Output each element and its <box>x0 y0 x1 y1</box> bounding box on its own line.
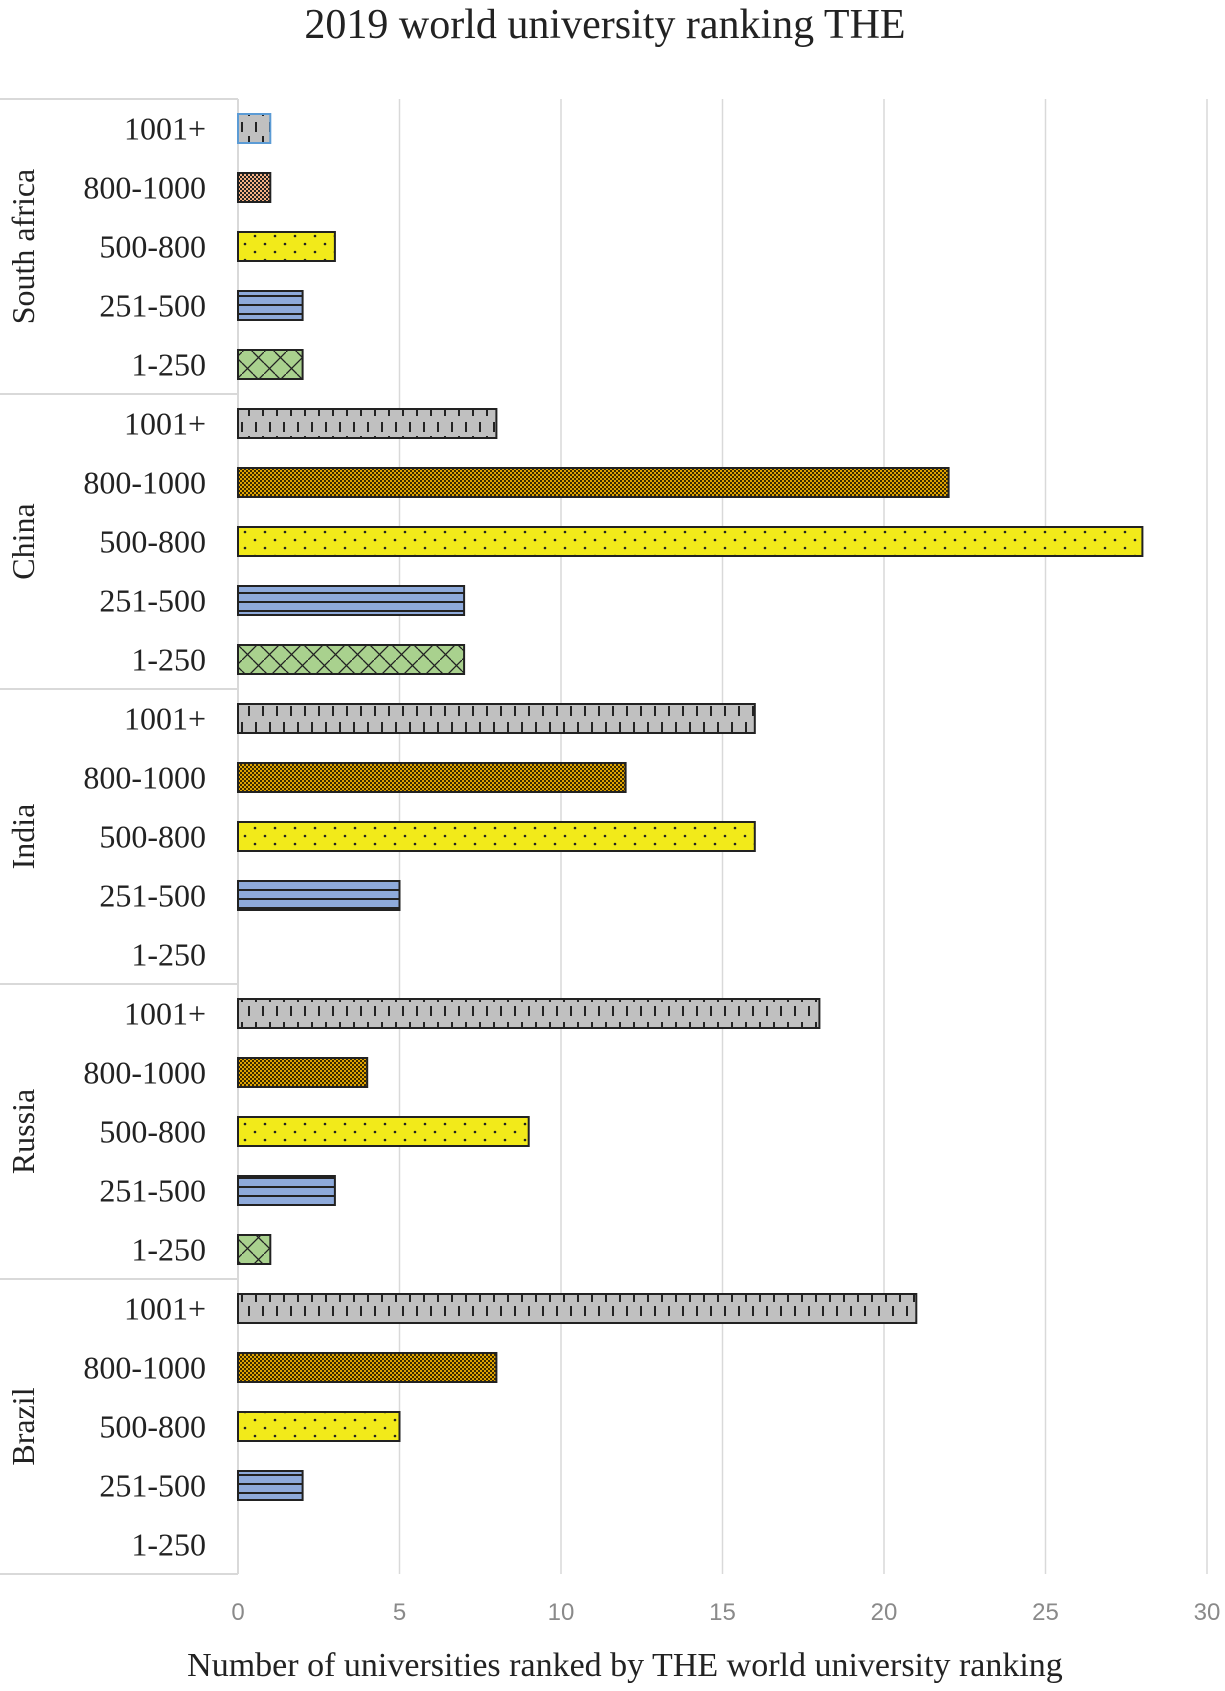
category-label: 1-250 <box>131 1232 206 1268</box>
category-label: 500-800 <box>99 819 206 855</box>
category-label: 251-500 <box>99 878 206 914</box>
x-tick-label: 25 <box>1032 1599 1059 1626</box>
bar-russia-251-500 <box>237 1175 336 1206</box>
bar-china-1-250 <box>237 644 466 675</box>
category-label: 500-800 <box>99 1409 206 1445</box>
x-tick-label: 0 <box>231 1599 244 1626</box>
category-label: 251-500 <box>99 583 206 619</box>
bar-india-1001+ <box>237 703 756 734</box>
group-label: India <box>5 804 41 870</box>
x-tick-label: 15 <box>709 1599 736 1626</box>
category-label: 251-500 <box>99 1173 206 1209</box>
bar-russia-500-800 <box>237 1116 530 1147</box>
bar-china-800-1000 <box>237 467 950 498</box>
bar-south-africa-800-1000 <box>237 172 272 203</box>
category-label: 1001+ <box>124 1291 206 1327</box>
category-label: 251-500 <box>99 1468 206 1504</box>
category-label: 800-1000 <box>83 1055 206 1091</box>
group-label: South africa <box>5 169 41 325</box>
bar-brazil-800-1000 <box>237 1352 498 1383</box>
category-label: 251-500 <box>99 288 206 324</box>
bar-brazil-1001+ <box>237 1293 918 1324</box>
category-label: 1-250 <box>131 937 206 973</box>
bar-russia-1-250 <box>237 1234 272 1265</box>
category-label: 1001+ <box>124 111 206 147</box>
category-label: 1001+ <box>124 701 206 737</box>
category-label: 800-1000 <box>83 1350 206 1386</box>
bar-india-251-500 <box>237 880 401 911</box>
chart-title: 2019 world university ranking THE <box>304 2 905 48</box>
bar-brazil-251-500 <box>237 1470 304 1501</box>
category-label: 500-800 <box>99 524 206 560</box>
x-axis-title: Number of universities ranked by THE wor… <box>187 1647 1063 1684</box>
x-tick-label: 30 <box>1194 1599 1221 1626</box>
category-label: 1-250 <box>131 642 206 678</box>
bar-russia-1001+ <box>237 998 821 1029</box>
x-tick-label: 5 <box>393 1599 406 1626</box>
category-label: 1-250 <box>131 1527 206 1563</box>
category-label: 1-250 <box>131 347 206 383</box>
category-label: 500-800 <box>99 229 206 265</box>
category-label: 800-1000 <box>83 465 206 501</box>
bar-china-251-500 <box>237 585 466 616</box>
bar-south-africa-1-250 <box>237 349 304 380</box>
category-label: 500-800 <box>99 1114 206 1150</box>
bar-india-500-800 <box>237 821 756 852</box>
bar-brazil-500-800 <box>237 1411 401 1442</box>
group-label: Brazil <box>5 1387 41 1465</box>
bar-south-africa-1001+ <box>237 113 272 144</box>
bar-south-africa-251-500 <box>237 290 304 321</box>
bar-china-500-800 <box>237 526 1144 557</box>
x-tick-label: 10 <box>548 1599 575 1626</box>
bar-russia-800-1000 <box>237 1057 369 1088</box>
bar-south-africa-500-800 <box>237 231 336 262</box>
category-label: 1001+ <box>124 406 206 442</box>
category-label: 800-1000 <box>83 760 206 796</box>
bar-china-1001+ <box>237 408 498 439</box>
group-label: China <box>5 503 41 579</box>
group-label: Russia <box>5 1089 41 1174</box>
category-label: 800-1000 <box>83 170 206 206</box>
category-label: 1001+ <box>124 996 206 1032</box>
bar-india-800-1000 <box>237 762 627 793</box>
x-tick-label: 20 <box>871 1599 898 1626</box>
